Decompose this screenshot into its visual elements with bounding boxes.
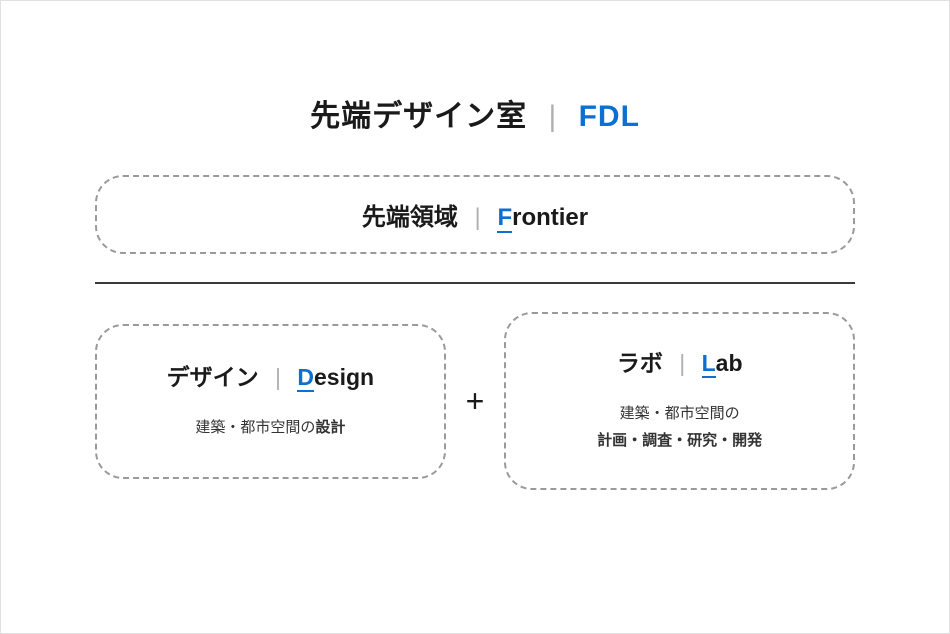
- frontier-jp: 先端領域: [362, 204, 458, 231]
- lab-card: ラボ | Lab 建築・都市空間の 計画・調査・研究・開発: [504, 312, 855, 490]
- lab-subtitle: 建築・都市空間の 計画・調査・研究・開発: [526, 400, 833, 454]
- title-jp: 先端デザイン室: [310, 100, 527, 133]
- design-cap: D: [297, 364, 314, 392]
- frontier-rest: rontier: [512, 204, 588, 231]
- design-sub-prefix: 建築・都市空間の: [195, 419, 315, 436]
- lab-sub-line2: 計画・調査・研究・開発: [597, 432, 762, 449]
- plus-icon: +: [466, 383, 485, 420]
- design-title-jp: デザイン: [167, 364, 259, 390]
- main-title: 先端デザイン室 | FDL: [95, 91, 855, 135]
- frontier-cap: F: [497, 204, 512, 233]
- title-separator: |: [548, 100, 557, 133]
- lab-rest: ab: [716, 350, 743, 376]
- design-title: デザイン | Design: [117, 358, 424, 392]
- design-subtitle: 建築・都市空間の設計: [117, 414, 424, 441]
- frontier-separator: |: [475, 204, 481, 231]
- design-rest: esign: [314, 364, 374, 390]
- design-sub-bold: 設計: [315, 419, 345, 436]
- design-separator: |: [275, 364, 281, 390]
- lab-title: ラボ | Lab: [526, 344, 833, 378]
- title-en: FDL: [579, 100, 640, 133]
- lab-sub-line1: 建築・都市空間の: [620, 405, 740, 422]
- diagram-container: 先端デザイン室 | FDL 先端領域 | Frontier デザイン | Des…: [95, 91, 855, 490]
- bottom-row: デザイン | Design 建築・都市空間の設計 + ラボ | Lab 建築・都…: [95, 312, 855, 490]
- lab-separator: |: [679, 350, 685, 376]
- frontier-label: 先端領域 | Frontier: [97, 197, 853, 232]
- lab-cap: L: [702, 350, 716, 378]
- design-card: デザイン | Design 建築・都市空間の設計: [95, 324, 446, 479]
- lab-title-jp: ラボ: [617, 350, 663, 376]
- frontier-box: 先端領域 | Frontier: [95, 175, 855, 254]
- horizontal-divider: [95, 282, 855, 284]
